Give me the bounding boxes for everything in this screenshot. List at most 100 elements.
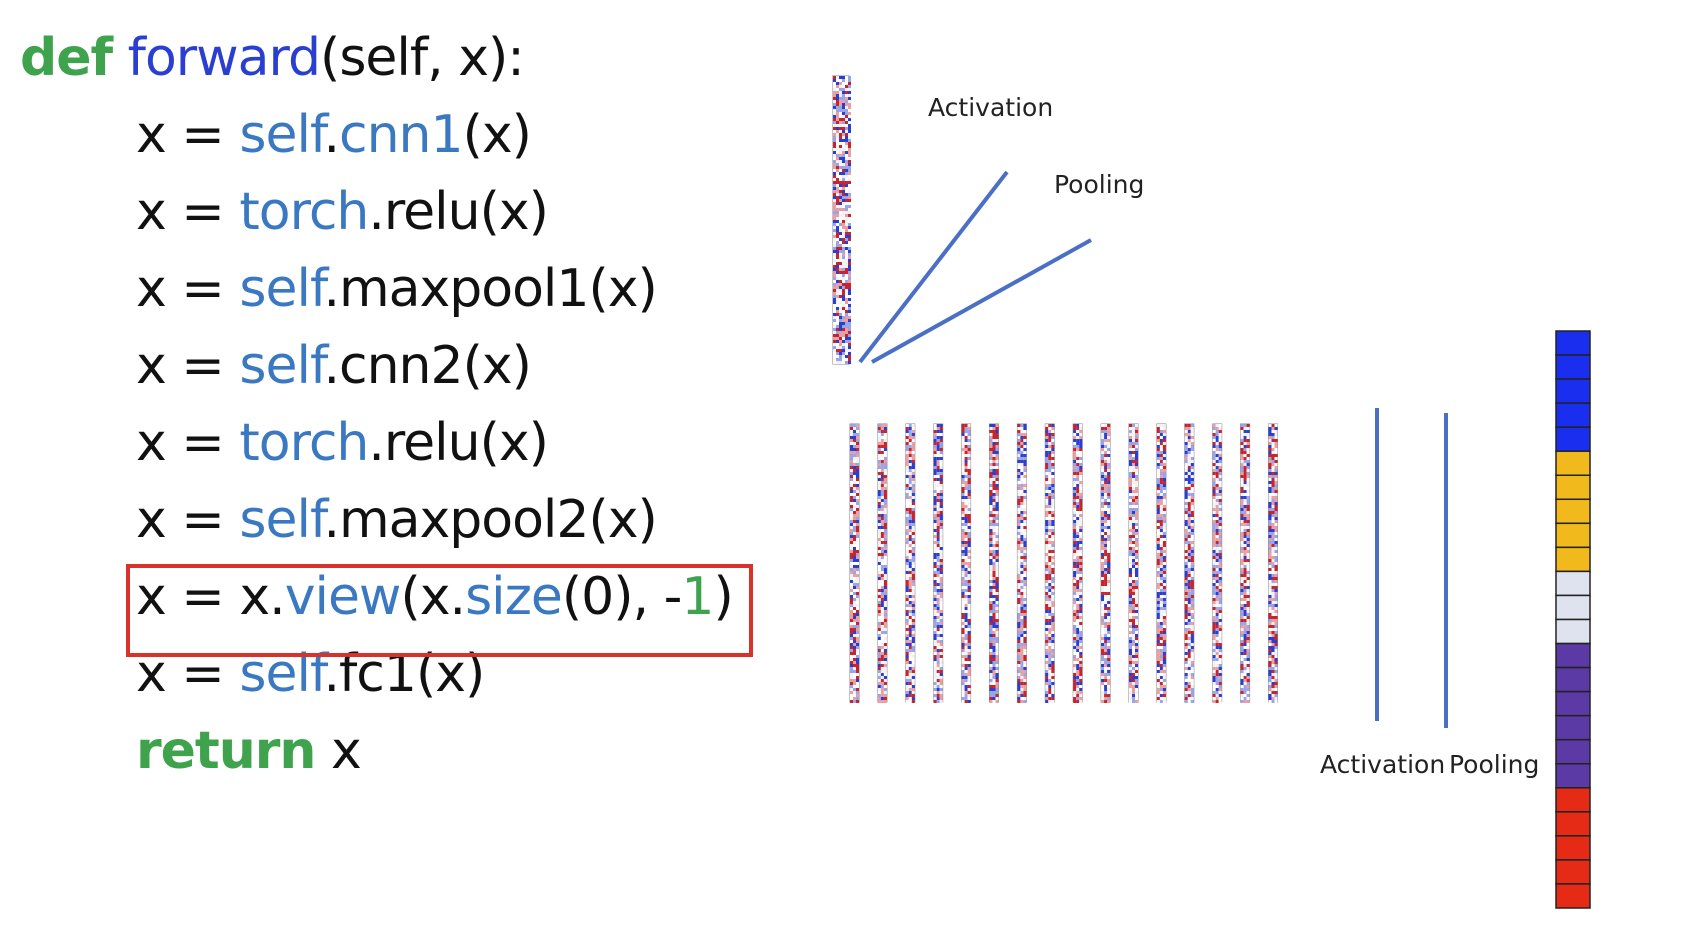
pixel	[1132, 586, 1135, 589]
pixel	[1079, 571, 1083, 574]
pixel	[1240, 493, 1244, 496]
pixel	[1048, 619, 1052, 622]
pixel	[1246, 661, 1250, 664]
pixel	[1190, 511, 1194, 514]
pixel	[1020, 667, 1024, 670]
pixel	[1101, 451, 1105, 454]
pixel	[964, 457, 968, 460]
pixel	[1271, 571, 1275, 574]
pixel	[833, 319, 836, 322]
pixel	[1132, 526, 1135, 529]
pixel	[1274, 499, 1278, 502]
pixel	[877, 460, 881, 463]
pixel	[845, 193, 848, 196]
pixel	[905, 613, 909, 616]
pixel	[1104, 433, 1108, 436]
pixel	[856, 424, 859, 427]
pixel	[1020, 646, 1024, 649]
pixel	[853, 517, 856, 520]
pixel	[1240, 643, 1244, 646]
pixel	[964, 526, 968, 529]
pixel	[856, 472, 859, 475]
pixel	[1129, 619, 1132, 622]
pixel	[1051, 616, 1055, 619]
pixel	[880, 547, 884, 550]
pixel	[1243, 448, 1247, 451]
pixel	[908, 448, 912, 451]
pixel	[905, 583, 909, 586]
pixel	[842, 256, 845, 259]
pixel	[1076, 478, 1080, 481]
pixel	[1156, 517, 1160, 520]
pixel	[856, 694, 859, 697]
pixel	[1107, 577, 1111, 580]
pixel	[1051, 646, 1055, 649]
pixel	[1129, 613, 1132, 616]
pixel	[1184, 673, 1188, 676]
pixel	[936, 433, 940, 436]
pixel	[1190, 514, 1194, 517]
pixel	[1243, 553, 1247, 556]
pixel	[911, 553, 915, 556]
pixel	[850, 673, 853, 676]
pixel	[1020, 637, 1024, 640]
pixel	[911, 622, 915, 625]
pixel	[992, 463, 996, 466]
pixel	[961, 511, 965, 514]
pixel	[1051, 682, 1055, 685]
pixel	[989, 598, 993, 601]
pixel	[1135, 598, 1138, 601]
pixel	[842, 328, 845, 331]
pixel	[1132, 589, 1135, 592]
pixel	[1212, 529, 1216, 532]
pixel	[939, 463, 943, 466]
pixel	[1215, 697, 1219, 700]
pixel	[1017, 544, 1021, 547]
pixel	[1079, 610, 1083, 613]
pixel	[1107, 619, 1111, 622]
pixel	[877, 664, 881, 667]
pixel	[911, 607, 915, 610]
pixel	[1240, 670, 1244, 673]
pixel	[1107, 502, 1111, 505]
pixel	[1190, 697, 1194, 700]
pixel	[1240, 565, 1244, 568]
pixel	[1190, 556, 1194, 559]
pixel	[1129, 511, 1132, 514]
pixel	[848, 331, 851, 334]
pixel	[1129, 616, 1132, 619]
pixel	[1218, 478, 1222, 481]
pixel	[1246, 466, 1250, 469]
pixel	[848, 325, 851, 328]
pixel	[908, 637, 912, 640]
pixel	[1268, 592, 1272, 595]
pixel	[1271, 490, 1275, 493]
pixel	[939, 424, 943, 427]
pixel	[1073, 493, 1077, 496]
pixel	[1076, 604, 1080, 607]
pixel	[992, 481, 996, 484]
pixel	[1045, 571, 1049, 574]
pixel	[1107, 598, 1111, 601]
pixel	[1215, 634, 1219, 637]
pixel	[1240, 508, 1244, 511]
pixel	[1129, 667, 1132, 670]
pixel	[1045, 448, 1049, 451]
pixel	[995, 547, 999, 550]
pixel	[1246, 679, 1250, 682]
pixel	[848, 355, 851, 358]
pixel	[848, 118, 851, 121]
pixel	[1045, 676, 1049, 679]
pixel	[1218, 430, 1222, 433]
pixel	[877, 505, 881, 508]
pixel	[939, 466, 943, 469]
pixel	[911, 535, 915, 538]
pixel	[1184, 445, 1188, 448]
pixel	[839, 154, 842, 157]
pixel	[1107, 556, 1111, 559]
pixel	[967, 697, 971, 700]
pixel	[1129, 538, 1132, 541]
pixel	[961, 613, 965, 616]
pixel	[1107, 667, 1111, 670]
pixel	[1048, 598, 1052, 601]
